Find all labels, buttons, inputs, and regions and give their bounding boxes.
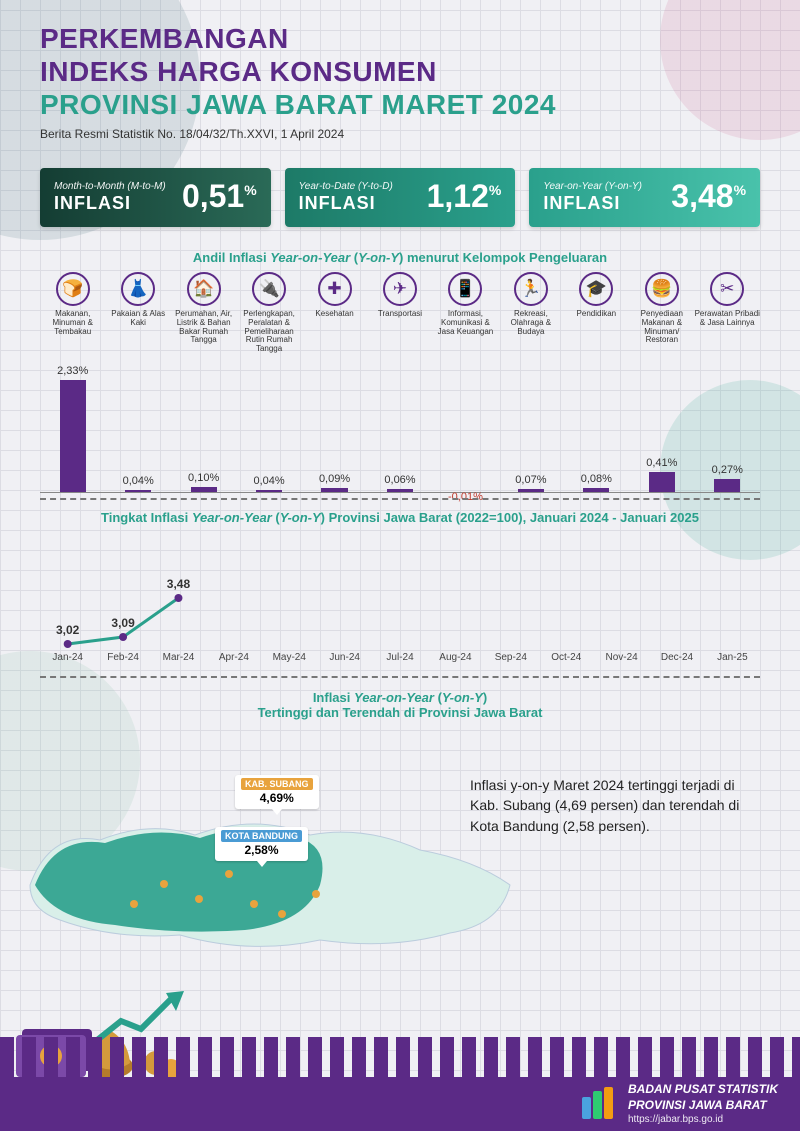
footer: BADAN PUSAT STATISTIK PROVINSI JAWA BARA…	[0, 1077, 800, 1131]
x-label: Oct-24	[539, 652, 594, 663]
stat-cards: Month-to-Month (M-to-M)INFLASI0,51%Year-…	[40, 168, 760, 227]
map-marker	[225, 870, 233, 878]
x-label: Mar-24	[151, 652, 206, 663]
category-icon: 👗Pakaian & Alas Kaki	[105, 272, 170, 354]
map-marker	[130, 900, 138, 908]
map: KAB. SUBANG 4,69% KOTA BANDUNG 2,58%	[20, 735, 520, 975]
category-icon: 🏠Perumahan, Air, Listrik & Bahan Bakar R…	[171, 272, 236, 354]
header: PERKEMBANGAN INDEKS HARGA KONSUMEN PROVI…	[40, 22, 760, 141]
pin-high: KAB. SUBANG 4,69%	[235, 775, 319, 809]
subtitle: Berita Resmi Statistik No. 18/04/32/Th.X…	[40, 127, 760, 141]
x-label: Feb-24	[95, 652, 150, 663]
bar: 0,41%	[629, 457, 694, 492]
category-icon: 📱Informasi, Komunikasi & Jasa Keuangan	[433, 272, 498, 354]
bar-chart: 🍞Makanan, Minuman & Tembakau👗Pakaian & A…	[40, 272, 760, 493]
map-marker	[278, 910, 286, 918]
category-icon: 🍞Makanan, Minuman & Tembakau	[40, 272, 105, 354]
x-label: Apr-24	[206, 652, 261, 663]
line-x-axis: Jan-24Feb-24Mar-24Apr-24May-24Jun-24Jul-…	[40, 652, 760, 663]
bar: 0,04%	[236, 475, 301, 492]
map-marker	[312, 890, 320, 898]
skyline-deco	[0, 1037, 800, 1077]
x-label: Nov-24	[594, 652, 649, 663]
divider	[40, 676, 760, 678]
map-title: Inflasi Year-on-Year (Y-on-Y) Tertinggi …	[0, 690, 800, 720]
svg-text:3,02: 3,02	[56, 623, 80, 637]
x-label: Jan-25	[705, 652, 760, 663]
bars-title: Andil Inflasi Year-on-Year (Y-on-Y) menu…	[0, 250, 800, 265]
category-icon: ✈Transportasi	[367, 272, 432, 354]
x-label: May-24	[262, 652, 317, 663]
bar: 0,08%	[564, 473, 629, 492]
category-icon: ✂Perawatan Pribadi & Jasa Lainnya	[695, 272, 760, 354]
page-title: PERKEMBANGAN INDEKS HARGA KONSUMEN PROVI…	[40, 22, 760, 121]
x-label: Aug-24	[428, 652, 483, 663]
divider	[40, 498, 760, 500]
category-icon: 🔌Perlengkapan, Peralatan & Pemeliharaan …	[236, 272, 301, 354]
x-label: Dec-24	[649, 652, 704, 663]
pin-low: KOTA BANDUNG 2,58%	[215, 827, 308, 861]
bar: 0,10%	[171, 472, 236, 492]
svg-text:3,09: 3,09	[111, 616, 135, 630]
bar: 2,33%	[40, 365, 105, 492]
bar: 0,07%	[498, 474, 563, 492]
stat-card: Year-on-Year (Y-on-Y)INFLASI3,48%	[529, 168, 760, 227]
line-title: Tingkat Inflasi Year-on-Year (Y-on-Y) Pr…	[0, 510, 800, 525]
bps-logo-icon	[582, 1087, 616, 1121]
x-label: Jun-24	[317, 652, 372, 663]
bar: 0,27%	[695, 464, 760, 492]
bar: -0,01%	[433, 477, 498, 492]
x-label: Jul-24	[372, 652, 427, 663]
category-icon: 🎓Pendidikan	[564, 272, 629, 354]
map-description: Inflasi y-on-y Maret 2024 tertinggi terj…	[470, 775, 760, 836]
map-marker	[250, 900, 258, 908]
bar: 0,04%	[105, 475, 170, 492]
map-marker	[160, 880, 168, 888]
stat-card: Month-to-Month (M-to-M)INFLASI0,51%	[40, 168, 271, 227]
category-icon: 🍔Penyediaan Makanan & Minuman/ Restoran	[629, 272, 694, 354]
svg-text:3,48: 3,48	[167, 577, 191, 591]
bar: 0,06%	[367, 474, 432, 492]
bar: 0,09%	[302, 473, 367, 492]
category-icon: ✚Kesehatan	[302, 272, 367, 354]
x-label: Sep-24	[483, 652, 538, 663]
map-marker	[195, 895, 203, 903]
x-label: Jan-24	[40, 652, 95, 663]
footer-text: BADAN PUSAT STATISTIK PROVINSI JAWA BARA…	[628, 1082, 778, 1126]
stat-card: Year-to-Date (Y-to-D)INFLASI1,12%	[285, 168, 516, 227]
category-icon: 🏃Rekreasi, Olahraga & Budaya	[498, 272, 563, 354]
